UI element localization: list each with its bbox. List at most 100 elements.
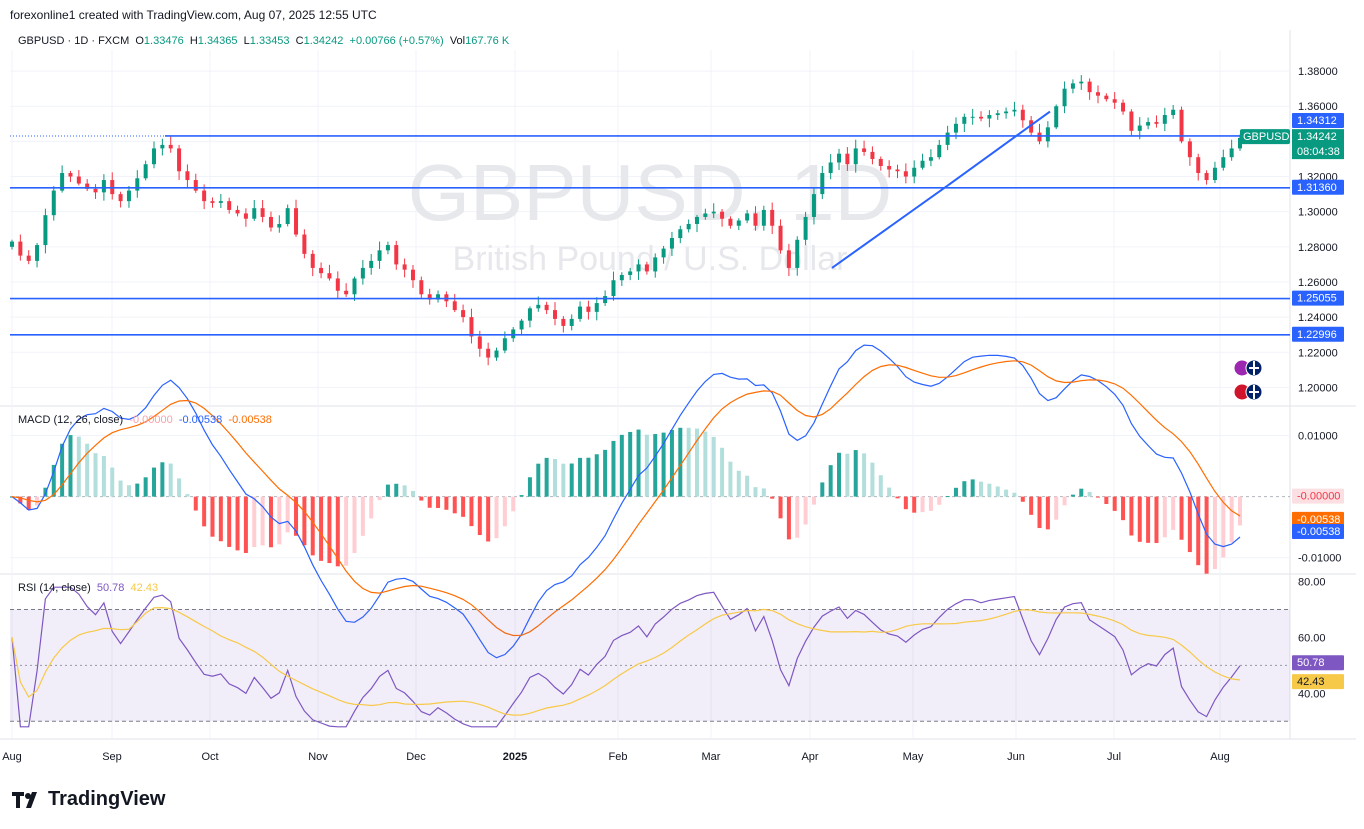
tradingview-logo[interactable]: TradingView [12, 788, 165, 811]
candle-body [352, 278, 357, 295]
macd-histogram-bar [552, 459, 557, 497]
candle-body [745, 213, 750, 221]
macd-histogram-bar [544, 457, 549, 497]
macd-histogram-bar [519, 495, 524, 497]
rsi-legend[interactable]: RSI (14, close) 50.78 42.43 [18, 582, 159, 594]
price-tick: 1.36000 [1298, 101, 1338, 113]
macd-histogram-bar [335, 496, 340, 567]
candle-body [310, 253, 315, 268]
macd-histogram-bar [285, 496, 290, 533]
macd-histogram-bar [828, 465, 833, 497]
macd-histogram-bar [344, 496, 349, 566]
macd-histogram-bar [118, 480, 123, 497]
symbol-tag-bg [1240, 129, 1290, 145]
candle-body [811, 194, 816, 217]
macd-histogram-bar [653, 434, 658, 497]
candle-body [227, 201, 232, 210]
macd-histogram-bar [912, 496, 917, 513]
candle-body [527, 308, 532, 321]
macd-histogram-bar [870, 462, 875, 497]
candle-body [218, 201, 223, 203]
macd-histogram-bar [436, 496, 441, 508]
candle-body [1179, 109, 1184, 142]
candle-body [177, 148, 182, 172]
price-tag-bg [1292, 524, 1344, 540]
macd-histogram-bar [1112, 496, 1117, 511]
macd-legend[interactable]: MACD (12, 26, close) -0.00000 -0.00538 -… [18, 414, 272, 426]
candle-body [410, 269, 415, 281]
candle-body [1070, 83, 1075, 89]
time-label: Aug [2, 751, 22, 763]
macd-histogram-bar [1162, 496, 1167, 538]
macd-histogram-bar [678, 427, 683, 497]
macd-histogram-bar [795, 496, 800, 538]
macd-histogram-bar [1179, 496, 1184, 540]
candle-body [1146, 122, 1151, 126]
macd-histogram-bar [76, 436, 81, 497]
price-tag-text: 1.22996 [1297, 329, 1337, 341]
macd-histogram-bar [1129, 496, 1134, 536]
candle-body [26, 255, 31, 261]
macd-histogram-bar [636, 429, 641, 497]
symbol-tag: GBPUSD [1243, 131, 1290, 143]
macd-histogram-bar [987, 483, 992, 497]
candle-body [837, 153, 842, 163]
macd-histogram-bar [711, 436, 716, 497]
candle-body [427, 294, 432, 300]
candle-body [1212, 167, 1217, 181]
macd-line [11, 344, 1241, 659]
macd-tick: -0.01000 [1298, 553, 1341, 565]
candle-body [1171, 109, 1176, 116]
time-label: Feb [609, 751, 628, 763]
price-tag-text: 50.78 [1297, 657, 1325, 669]
macd-histogram-bar [937, 496, 942, 505]
macd-histogram-bar [218, 496, 223, 542]
macd-histogram-bar [569, 463, 574, 497]
candle-body [268, 216, 273, 228]
candle-body [1087, 81, 1092, 93]
macd-histogram-bar [18, 496, 23, 504]
macd-histogram-bar [1054, 496, 1059, 520]
macd-histogram-bar [1229, 496, 1234, 543]
price-tick: 1.30000 [1298, 207, 1338, 219]
macd-histogram-bar [319, 496, 324, 561]
macd-histogram-bar [611, 440, 616, 497]
price-tick: 1.26000 [1298, 277, 1338, 289]
candle-body [210, 201, 215, 203]
candle-body [770, 209, 775, 226]
macd-histogram-bar [444, 496, 449, 510]
macd-histogram-bar [294, 496, 299, 536]
candle-body [578, 306, 583, 319]
macd-histogram-bar [310, 496, 315, 556]
macd-histogram-bar [628, 431, 633, 497]
macd-histogram-bar [494, 496, 499, 539]
time-label: Dec [406, 751, 426, 763]
macd-histogram-bar [511, 496, 516, 512]
candle-body [519, 320, 524, 330]
macd-histogram-bar [594, 454, 599, 497]
macd-histogram-bar [1212, 496, 1217, 570]
bar-countdown: 08:04:38 [1297, 146, 1340, 158]
macd-histogram-bar [945, 496, 950, 498]
macd-histogram-bar [126, 485, 131, 497]
rsi-tick: 80.00 [1298, 577, 1326, 589]
macd-histogram-bar [970, 479, 975, 497]
macd-histogram-bar [979, 481, 984, 497]
candle-body [820, 173, 825, 195]
symbol-label[interactable]: GBPUSD · 1D · FXCM [18, 35, 130, 47]
candle-body [285, 208, 290, 224]
price-tag-text: 1.25055 [1297, 293, 1337, 305]
macd-histogram-bar [745, 475, 750, 497]
low-value: 1.33453 [249, 35, 290, 47]
candle-body [185, 171, 190, 181]
macd-histogram-bar [302, 496, 307, 546]
macd-histogram-bar [903, 496, 908, 510]
candle-body [152, 148, 157, 165]
price-tick: 1.38000 [1298, 66, 1338, 78]
macd-histogram-bar [402, 485, 407, 497]
macd-histogram-bar [1004, 489, 1009, 497]
macd-histogram-bar [837, 452, 842, 497]
time-label: Sep [102, 751, 122, 763]
level-tag: 1.22996 [1292, 326, 1344, 342]
